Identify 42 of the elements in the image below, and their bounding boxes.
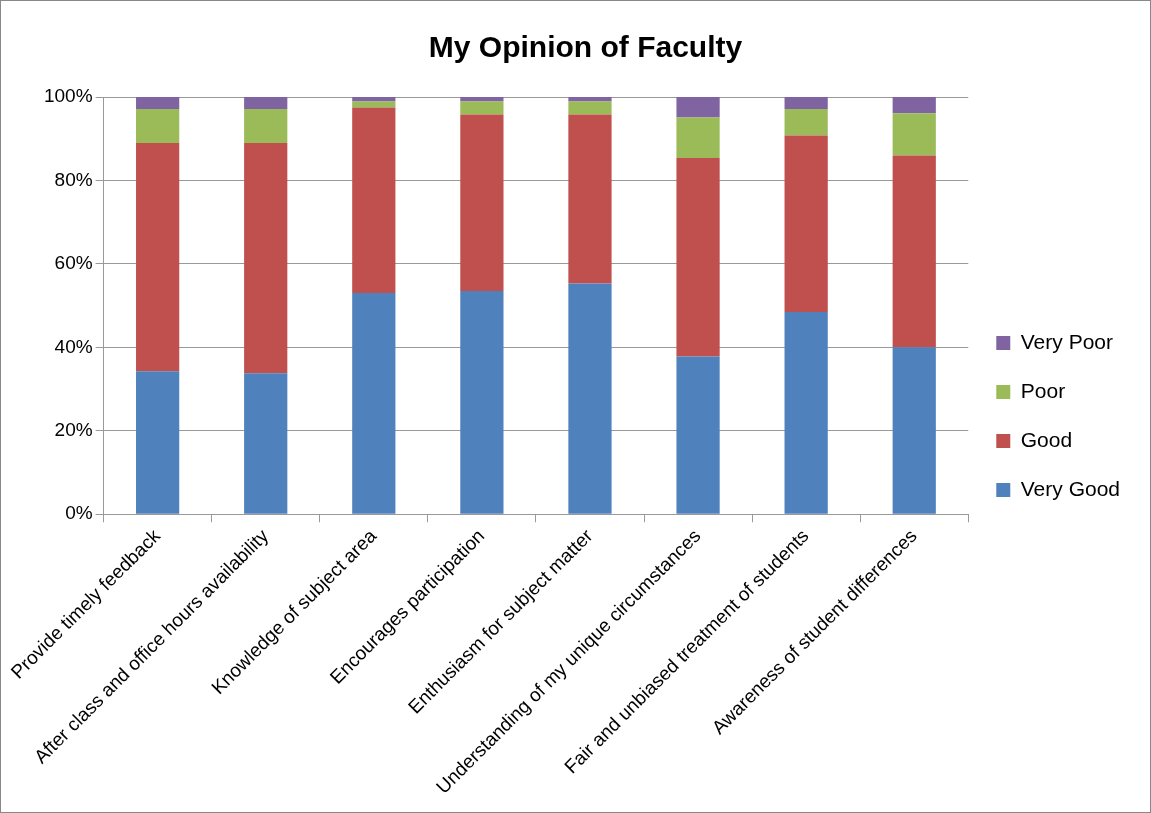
bar [352, 107, 396, 294]
y-tick-label: 20% [54, 419, 93, 441]
bar [676, 117, 720, 158]
chart-title: My Opinion of Faculty [428, 30, 743, 64]
bar [784, 97, 828, 110]
legend-label: Very Poor [1020, 329, 1113, 353]
bar [892, 347, 936, 514]
y-tick-label: 80% [54, 168, 93, 190]
bar [784, 135, 828, 312]
legend-label: Very Good [1020, 476, 1121, 500]
bar [784, 311, 828, 514]
bar [676, 157, 720, 357]
legend-label: Good [1020, 427, 1073, 451]
bar [352, 293, 396, 514]
bar [676, 356, 720, 514]
bar [136, 371, 180, 514]
y-tick-label: 40% [54, 335, 93, 357]
bar [784, 109, 828, 136]
bar [568, 97, 612, 102]
bar [136, 142, 180, 372]
legend-label: Poor [1020, 378, 1066, 402]
bar [892, 155, 936, 348]
bar [136, 97, 180, 110]
bar [460, 291, 504, 514]
bar [136, 109, 180, 143]
y-tick-label: 60% [54, 252, 93, 274]
bar [244, 142, 288, 374]
bar [568, 283, 612, 514]
bar [676, 97, 720, 118]
bar [244, 109, 288, 143]
bar [352, 97, 396, 102]
bar [460, 114, 504, 292]
bar [460, 101, 504, 115]
bar [244, 97, 288, 110]
y-tick-label: 0% [65, 502, 93, 524]
bar [568, 101, 612, 115]
bar [892, 113, 936, 156]
bar [892, 97, 936, 114]
y-tick-label: 100% [43, 85, 93, 107]
bar [568, 114, 612, 284]
bar [460, 97, 504, 102]
bar [244, 373, 288, 514]
